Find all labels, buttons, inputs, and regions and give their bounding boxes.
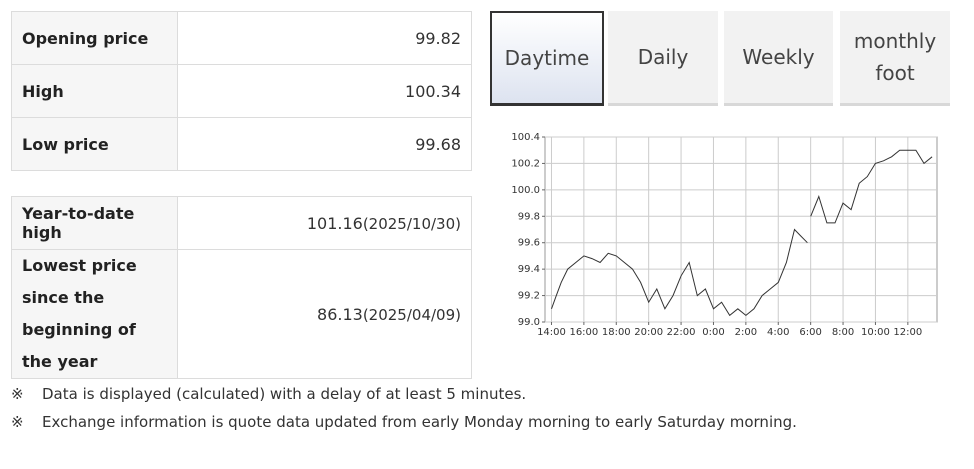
date: (2025/04/09) xyxy=(362,305,461,324)
price: 86.13 xyxy=(317,304,363,324)
x-tick-label: 6:00 xyxy=(799,327,821,338)
y-tick-label: 99.4 xyxy=(518,264,540,275)
y-tick-label: 100.2 xyxy=(511,158,540,169)
value: 101.16(2025/10/30) xyxy=(177,196,472,250)
label: Lowest price since the beginning of the … xyxy=(11,249,178,379)
chart: 99.0 99.2 99.4 99.6 99.8 100.0 100.2 100.4 14:00… xyxy=(511,132,938,338)
row: Low price 99.68 xyxy=(11,117,472,171)
y-tick-label: 100.4 xyxy=(511,132,540,143)
x-tick-label: 2:00 xyxy=(735,327,757,338)
y-tick-label: 99.8 xyxy=(518,211,540,222)
value: 99.68 xyxy=(177,117,472,171)
price: 101.16 xyxy=(306,213,363,233)
x-tick-label: 14:00 xyxy=(537,327,566,338)
x-tick-label: 10:00 xyxy=(861,327,890,338)
row: High 100.34 xyxy=(11,64,472,118)
row: Year-to-date high 101.16(2025/10/30) xyxy=(11,196,472,250)
note: ※ Exchange information is quote data upda… xyxy=(11,413,797,431)
value: 99.82 xyxy=(177,11,472,65)
row: Lowest price since the beginning of the … xyxy=(11,249,472,379)
x-tick-label: 22:00 xyxy=(667,327,696,338)
label: Opening price xyxy=(11,11,178,65)
plot-area xyxy=(544,136,938,323)
price-table: Opening price 99.82 High 100.34 Low price 9… xyxy=(11,11,472,171)
value: 100.34 xyxy=(177,64,472,118)
x-tick-label: 4:00 xyxy=(767,327,789,338)
y-tick-label: 100.0 xyxy=(511,185,540,196)
label: Year-to-date high xyxy=(11,196,178,250)
y-tick-label: 99.2 xyxy=(518,291,540,302)
note-text: Data is displayed (calculated) with a de… xyxy=(42,385,527,403)
x-tick-label: 20:00 xyxy=(634,327,663,338)
label: Low price xyxy=(11,117,178,171)
y-tick-label: 99.6 xyxy=(518,238,540,249)
note-mark: ※ xyxy=(11,413,24,431)
note-mark: ※ xyxy=(11,385,24,403)
x-tick-label: 16:00 xyxy=(569,327,598,338)
date: (2025/10/30) xyxy=(362,214,461,233)
y-tick-label: 99.0 xyxy=(518,317,540,328)
tab[interactable]: monthly foot xyxy=(840,11,950,106)
tab[interactable]: Daily xyxy=(608,11,718,106)
x-tick-label: 18:00 xyxy=(602,327,631,338)
x-tick-label: 0:00 xyxy=(702,327,724,338)
x-tick-label: 8:00 xyxy=(832,327,854,338)
tab[interactable]: Weekly xyxy=(724,11,833,106)
x-tick-label: 12:00 xyxy=(893,327,922,338)
tab[interactable]: Daytime xyxy=(490,11,604,106)
label: High xyxy=(11,64,178,118)
price-line xyxy=(551,149,933,317)
range-table: Year-to-date high 101.16(2025/10/30) Lowe… xyxy=(11,196,472,379)
note: ※ Data is displayed (calculated) with a d… xyxy=(11,385,526,403)
value: 86.13(2025/04/09) xyxy=(177,249,472,379)
note-text: Exchange information is quote data updat… xyxy=(42,413,797,431)
row: Opening price 99.82 xyxy=(11,11,472,65)
